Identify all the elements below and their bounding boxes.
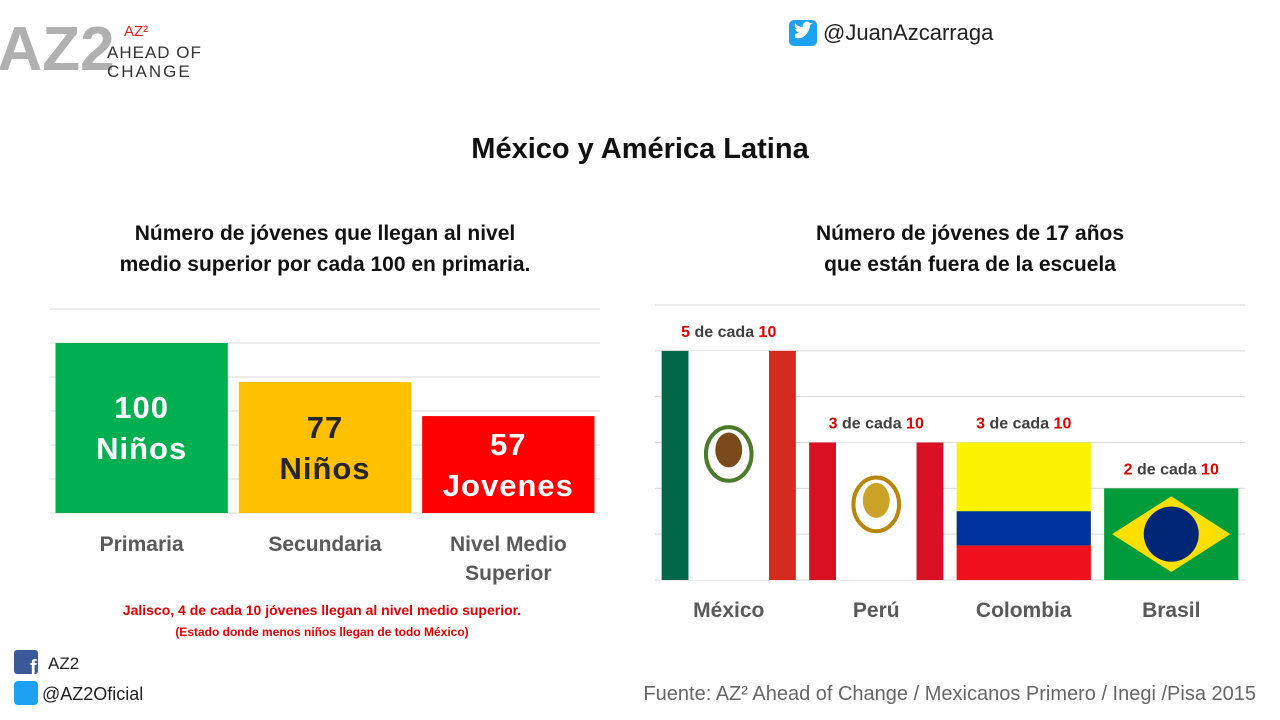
value-label: 77 Niños	[239, 382, 411, 513]
x-tick-label: México	[693, 599, 765, 622]
logo-line: AHEAD OF	[107, 43, 202, 62]
logo-mark: AZ2	[0, 15, 115, 84]
note-highlight: Jalisco, 4 de cada 10 jóvenes llegan al …	[123, 602, 521, 618]
flag-emblem	[715, 432, 743, 468]
value-label-part: cada	[861, 416, 902, 433]
bar	[55, 343, 228, 513]
value-label-part: 10	[1197, 461, 1219, 478]
value-label: 5 de cada 10	[681, 324, 776, 341]
value-label-part: 3	[829, 416, 838, 433]
value-label: 3 de cada 10	[976, 416, 1071, 433]
value-label-part: cada	[1008, 416, 1049, 433]
source: Fuente: AZ² Ahead of Change / Mexicanos …	[643, 683, 1256, 705]
value-label-part: 5	[681, 324, 690, 341]
flag-stripe	[956, 545, 1091, 580]
chart-title: Número de jóvenes de 17 años	[816, 222, 1124, 245]
value-label-part: 10	[902, 416, 924, 433]
x-tick-label: Nivel Medio Superior	[449, 533, 567, 585]
value-label-text: 100 Niños	[96, 390, 188, 466]
bar	[238, 382, 412, 513]
flag-stripe	[661, 350, 689, 580]
flag-stripe	[956, 511, 1091, 546]
logo-line: CHANGE	[107, 62, 192, 81]
value-label-part: de	[1133, 461, 1156, 478]
value-label-part: de	[985, 416, 1008, 433]
value-label: 3 de cada 10	[829, 416, 924, 433]
value-label-part: de	[838, 416, 861, 433]
flag-emblem	[851, 475, 902, 534]
twitter-handle: @JuanAzcarraga	[823, 20, 994, 45]
value-label-part: cada	[1156, 461, 1197, 478]
facebook-handle: AZ2	[48, 654, 79, 673]
x-tick-label: Colombia	[975, 599, 1072, 622]
flag-stripe	[769, 350, 796, 580]
bar	[422, 416, 595, 513]
value-label-part: de	[690, 324, 713, 341]
value-label: 100 Niños	[56, 343, 228, 513]
flag-emblem	[703, 425, 754, 483]
x-tick-label: Secundaria	[268, 533, 382, 556]
value-label-text: 77 Niños	[279, 409, 371, 486]
chart-title: Número de jóvenes que llegan al nivel	[135, 222, 515, 245]
twitter-bird	[794, 21, 813, 39]
note-detail: (Estado donde menos niños llegan de todo…	[175, 625, 468, 639]
flag-stripe	[809, 442, 836, 580]
value-label-part: cada	[713, 324, 754, 341]
x-tick-label: Primaria	[99, 533, 184, 556]
chart-title: medio superior por cada 100 en primaria.	[120, 253, 531, 276]
value-label-part: 10	[754, 324, 776, 341]
value-label-part: 2	[1124, 461, 1133, 478]
value-label-part: 10	[1049, 416, 1071, 433]
value-label: 57 Jovenes	[422, 416, 594, 513]
value-label-part: 3	[976, 416, 985, 433]
facebook-icon	[14, 650, 38, 674]
twitter-icon	[14, 681, 38, 705]
flag-emblem	[862, 482, 890, 518]
slide-title: México y América Latina	[471, 133, 809, 165]
x-tick-label: Brasil	[1142, 599, 1201, 622]
flag-stripe	[916, 442, 944, 580]
x-tick-label: Perú	[852, 599, 900, 622]
value-label: 2 de cada 10	[1124, 461, 1219, 478]
facebook-f: f	[30, 657, 37, 679]
flag-circle	[1143, 506, 1199, 562]
twitter-handle: @AZ2Oficial	[42, 684, 143, 704]
logo-sup: AZ²	[124, 23, 148, 40]
chart-title: que están fuera de la escuela	[824, 253, 1116, 276]
value-label-text: 57 Jovenes	[442, 426, 574, 503]
